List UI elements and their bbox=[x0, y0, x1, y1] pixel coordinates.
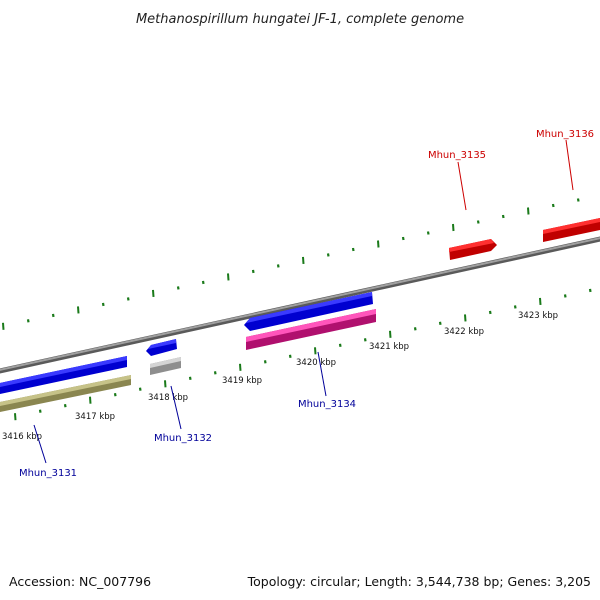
ring-major-tick bbox=[152, 289, 155, 297]
ring-minor-tick bbox=[488, 310, 492, 315]
tick-label: 3420 kbp bbox=[296, 358, 336, 368]
ring-minor-tick bbox=[38, 409, 42, 413]
ring-minor-tick bbox=[101, 302, 105, 307]
ring-minor-tick bbox=[126, 297, 130, 301]
ring-minor-tick bbox=[188, 376, 192, 380]
map-title: Methanospirillum hungatei JF-1, complete… bbox=[136, 12, 464, 27]
genome-summary-text: Topology: circular; Length: 3,544,738 bp… bbox=[247, 574, 591, 589]
tick-label: 3416 kbp bbox=[2, 432, 42, 442]
ring-minor-tick bbox=[288, 354, 292, 358]
ring-minor-tick bbox=[476, 220, 480, 224]
gene-label-Mhun_3134[interactable]: Mhun_3134 bbox=[298, 399, 356, 410]
ring-minor-tick bbox=[276, 264, 280, 268]
ring-minor-tick bbox=[63, 404, 67, 408]
ring-major-tick bbox=[89, 396, 92, 404]
ring-minor-tick bbox=[51, 313, 55, 318]
ring-major-tick bbox=[452, 223, 455, 232]
gene-labels: Mhun_3131 Mhun_3132 Mhun_3134 Mhun_3135 … bbox=[19, 129, 594, 479]
ring-major-tick bbox=[527, 207, 530, 215]
ring-minor-tick bbox=[563, 294, 567, 298]
ring-major-tick bbox=[314, 347, 317, 355]
tick-label: 3422 kbp bbox=[444, 327, 484, 337]
olive-feature[interactable] bbox=[0, 375, 131, 413]
gene-label-Mhun_3135[interactable]: Mhun_3135 bbox=[428, 150, 486, 161]
gene-Mhun_3131[interactable] bbox=[0, 356, 127, 395]
ring-minor-tick bbox=[588, 288, 592, 293]
ring-major-tick bbox=[77, 306, 80, 314]
ring-major-tick bbox=[239, 363, 242, 371]
ring-minor-tick bbox=[213, 371, 217, 375]
outer-dotted-ring bbox=[2, 198, 580, 330]
tick-label: 3418 kbp bbox=[148, 393, 188, 403]
tick-label: 3421 kbp bbox=[369, 342, 409, 352]
ring-minor-tick bbox=[113, 393, 117, 397]
kbp-tick-labels: 3416 kbp 3417 kbp 3418 kbp 3419 kbp 3420… bbox=[2, 311, 558, 442]
ring-minor-tick bbox=[426, 231, 430, 235]
ring-major-tick bbox=[14, 413, 17, 421]
ring-major-tick bbox=[227, 273, 230, 281]
gene-Mhun_3132[interactable] bbox=[146, 339, 177, 356]
ring-major-tick bbox=[539, 297, 542, 305]
gene-Mhun_3135[interactable] bbox=[449, 239, 497, 260]
ring-minor-tick bbox=[26, 319, 30, 323]
ring-minor-tick bbox=[263, 360, 267, 364]
ring-major-tick bbox=[389, 330, 392, 338]
grey-feature[interactable] bbox=[150, 357, 181, 375]
ring-major-tick bbox=[302, 256, 305, 264]
ring-minor-tick bbox=[438, 321, 442, 325]
ring-major-tick bbox=[377, 240, 380, 248]
ring-minor-tick bbox=[413, 327, 417, 331]
ring-major-tick bbox=[464, 314, 467, 322]
inner-dotted-ring bbox=[14, 288, 592, 421]
gene-Mhun_3134[interactable] bbox=[244, 292, 373, 331]
gene-label-Mhun_3131[interactable]: Mhun_3131 bbox=[19, 468, 77, 479]
genome-backbone bbox=[0, 236, 600, 374]
ring-major-tick bbox=[2, 322, 5, 330]
ring-minor-tick bbox=[401, 236, 405, 241]
ring-minor-tick bbox=[551, 203, 555, 208]
ring-minor-tick bbox=[201, 280, 205, 285]
ring-minor-tick bbox=[513, 305, 517, 309]
ring-minor-tick bbox=[338, 343, 342, 347]
ring-minor-tick bbox=[363, 338, 367, 342]
ring-minor-tick bbox=[138, 387, 142, 391]
gene-label-Mhun_3136[interactable]: Mhun_3136 bbox=[536, 129, 594, 140]
pink-feature[interactable] bbox=[246, 309, 376, 350]
ring-minor-tick bbox=[176, 286, 180, 290]
accession-text: Accession: NC_007796 bbox=[9, 574, 151, 589]
ring-minor-tick bbox=[251, 269, 255, 274]
tick-label: 3419 kbp bbox=[222, 376, 262, 386]
gene-Mhun_3136[interactable] bbox=[543, 217, 600, 242]
ring-major-tick bbox=[164, 380, 167, 388]
ring-minor-tick bbox=[501, 214, 505, 219]
ring-minor-tick bbox=[351, 247, 355, 252]
ring-minor-tick bbox=[576, 198, 580, 202]
ring-minor-tick bbox=[326, 253, 330, 257]
gene-label-Mhun_3132[interactable]: Mhun_3132 bbox=[154, 433, 212, 444]
tick-label: 3423 kbp bbox=[518, 311, 558, 321]
tick-label: 3417 kbp bbox=[75, 412, 115, 422]
